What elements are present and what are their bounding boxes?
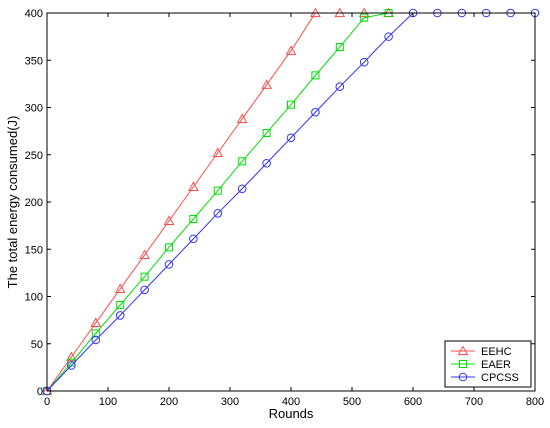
legend-marker-cpcss (458, 372, 468, 382)
data-point-eehc (285, 45, 297, 55)
x-tick-label: 800 (526, 396, 544, 408)
data-point-cpcss (286, 133, 296, 143)
data-point-eehc (261, 79, 272, 89)
legend-label-eaer: EAER (481, 359, 511, 371)
legend-marker-eaer (459, 360, 467, 368)
data-point-eaer (238, 157, 247, 166)
data-point-cpcss (311, 107, 320, 117)
x-tick-label: 300 (221, 396, 239, 408)
data-point-cpcss (115, 311, 125, 320)
data-point-eaer (91, 329, 100, 338)
data-point-eaer (165, 243, 173, 252)
x-tick-label: 100 (99, 396, 117, 408)
y-tick-label: 150 (25, 244, 43, 256)
data-point-eaer (311, 71, 320, 80)
series-line-eaer (46, 12, 389, 392)
legend-marker-eehc (457, 345, 469, 356)
y-tick-label: 200 (25, 197, 43, 209)
axis-layer: 0 100 200 300 400 500 600 700 800 0 50 100 150 200 250… (25, 8, 545, 408)
data-point-cpcss (213, 209, 223, 218)
data-point-eehc (66, 351, 77, 362)
x-tick-label: 400 (282, 396, 300, 408)
data-point-cpcss (335, 82, 345, 92)
x-axis-label: Rounds (269, 406, 314, 421)
data-point-eehc (163, 215, 175, 225)
x-tick-label: 500 (343, 396, 361, 408)
y-tick-label: 250 (25, 150, 43, 162)
legend-item-cpcss: CPCSS (451, 372, 519, 384)
data-point-cpcss (384, 32, 393, 41)
y-tick-label: 0 (37, 386, 43, 398)
data-point-eaer (213, 186, 222, 195)
legend-label-eehc: EEHC (481, 346, 512, 358)
data-point-cpcss (262, 158, 271, 168)
x-tick-label: 200 (160, 396, 178, 408)
data-point-cpcss (91, 335, 101, 345)
y-axis-label: The total energy consumed(J) (5, 116, 20, 289)
data-point-eaer (189, 215, 198, 224)
data-point-cpcss (140, 285, 149, 295)
data-point-eehc (212, 147, 224, 157)
x-tick-label: 0 (44, 396, 50, 408)
legend-item-eaer: EAER (451, 359, 511, 371)
legend-label-cpcss: CPCSS (481, 372, 519, 384)
data-point-eehc (236, 113, 248, 123)
data-point-cpcss (164, 260, 174, 269)
x-tick-label: 600 (404, 396, 422, 408)
y-tick-label: 300 (25, 103, 43, 115)
y-tick-label: 50 (31, 339, 43, 351)
data-point-eehc (139, 249, 150, 260)
x-tick-label: 700 (465, 396, 483, 408)
data-point-cpcss (67, 361, 76, 370)
data-point-eaer (116, 301, 125, 310)
data-point-cpcss (189, 234, 198, 244)
y-tick-label: 400 (25, 8, 43, 20)
legend-item-eehc: EEHC (451, 345, 512, 358)
y-tick-label: 350 (25, 55, 43, 67)
data-point-cpcss (359, 57, 369, 67)
plot-area (47, 13, 535, 391)
data-point-eaer (335, 43, 344, 52)
data-point-eaer (262, 129, 271, 138)
data-point-eehc (114, 283, 126, 294)
data-point-eehc (90, 317, 102, 328)
data-point-eaer (287, 100, 295, 109)
data-point-eaer (140, 272, 149, 281)
data-point-cpcss (237, 184, 247, 194)
data-point-eaer (360, 13, 369, 22)
y-tick-label: 100 (25, 292, 43, 304)
data-point-eehc (188, 181, 199, 191)
